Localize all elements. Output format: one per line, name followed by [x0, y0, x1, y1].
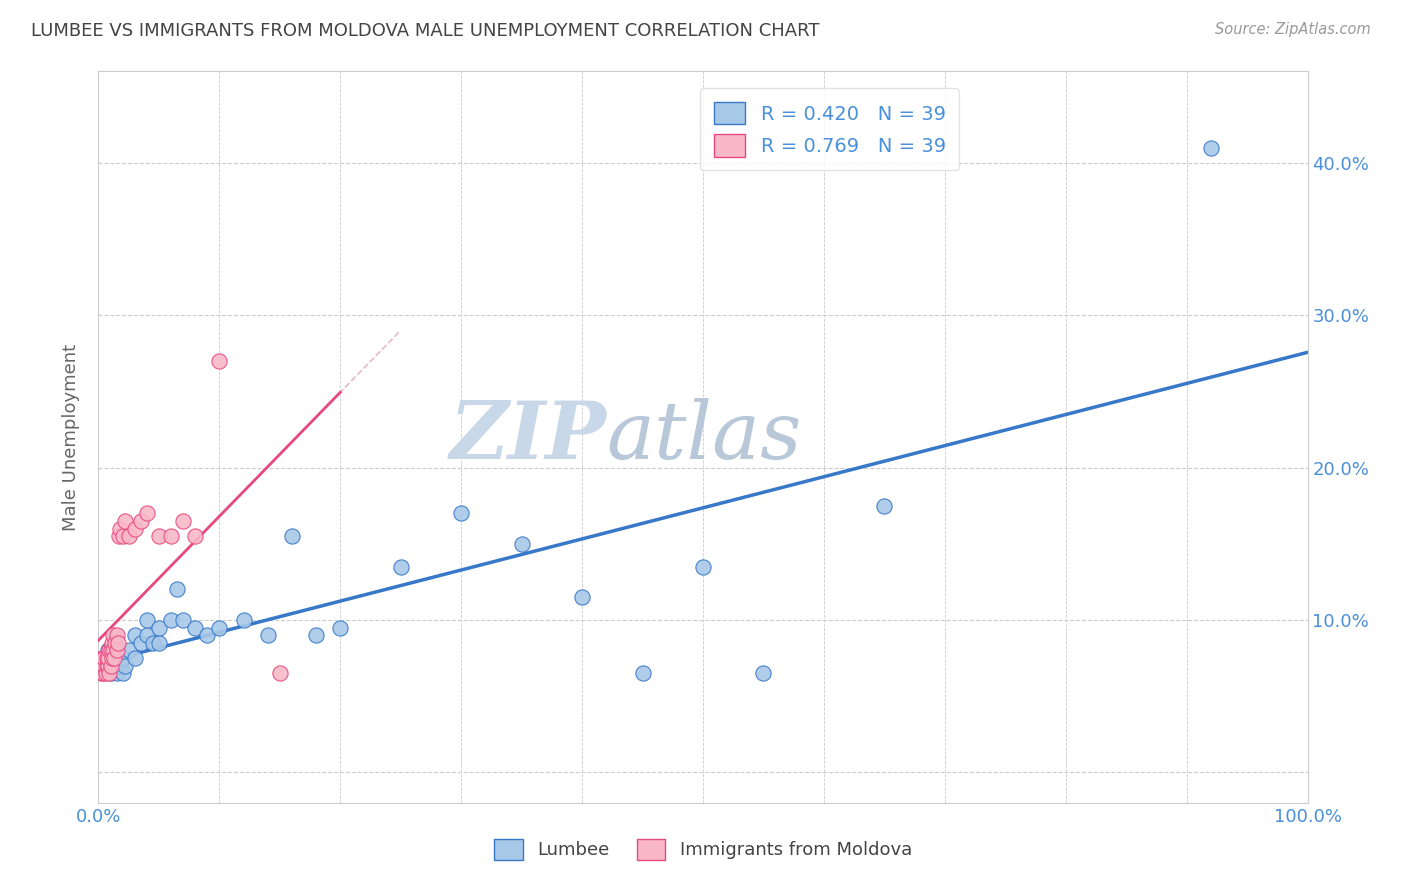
Text: LUMBEE VS IMMIGRANTS FROM MOLDOVA MALE UNEMPLOYMENT CORRELATION CHART: LUMBEE VS IMMIGRANTS FROM MOLDOVA MALE U…: [31, 22, 820, 40]
Point: [93, 651, 115, 665]
Point: [184, 529, 207, 543]
Point: [142, 636, 165, 650]
Point: [103, 651, 125, 665]
Point: [256, 628, 278, 642]
Point: [101, 628, 124, 642]
Point: [96, 651, 118, 665]
Point: [91, 666, 114, 681]
Point: [124, 521, 146, 535]
Point: [118, 529, 141, 543]
Point: [105, 666, 128, 681]
Point: [172, 514, 194, 528]
Point: [111, 666, 134, 681]
Point: [97, 651, 120, 665]
Point: [104, 636, 127, 650]
Point: [100, 651, 122, 665]
Point: [96, 658, 118, 673]
Point: [114, 658, 136, 673]
Point: [108, 658, 131, 673]
Point: [98, 666, 121, 681]
Point: [389, 559, 412, 574]
Point: [93, 658, 115, 673]
Legend: Lumbee, Immigrants from Moldova: Lumbee, Immigrants from Moldova: [486, 831, 920, 867]
Point: [208, 621, 231, 635]
Point: [124, 628, 146, 642]
Point: [101, 651, 124, 665]
Point: [148, 621, 170, 635]
Point: [108, 529, 131, 543]
Point: [107, 636, 129, 650]
Point: [329, 621, 352, 635]
Point: [100, 666, 122, 681]
Point: [510, 537, 533, 551]
Point: [94, 666, 117, 681]
Point: [111, 651, 134, 665]
Point: [118, 643, 141, 657]
Point: [90, 666, 112, 681]
Point: [232, 613, 254, 627]
Point: [148, 529, 170, 543]
Point: [752, 666, 775, 681]
Point: [91, 651, 114, 665]
Y-axis label: Male Unemployment: Male Unemployment: [62, 343, 80, 531]
Point: [160, 529, 183, 543]
Point: [195, 628, 218, 642]
Point: [100, 643, 122, 657]
Point: [172, 613, 194, 627]
Point: [93, 658, 115, 673]
Text: ZIP: ZIP: [450, 399, 606, 475]
Point: [114, 514, 136, 528]
Point: [208, 354, 231, 368]
Point: [100, 636, 122, 650]
Point: [269, 666, 291, 681]
Point: [97, 658, 120, 673]
Point: [97, 643, 120, 657]
Text: atlas: atlas: [606, 399, 801, 475]
Point: [111, 529, 134, 543]
Point: [135, 506, 157, 520]
Point: [631, 666, 654, 681]
Point: [101, 643, 124, 657]
Point: [450, 506, 472, 520]
Point: [305, 628, 328, 642]
Point: [105, 658, 128, 673]
Point: [873, 499, 896, 513]
Point: [571, 590, 593, 604]
Point: [124, 651, 146, 665]
Point: [135, 628, 157, 642]
Point: [160, 613, 183, 627]
Point: [108, 521, 131, 535]
Point: [129, 514, 152, 528]
Point: [166, 582, 188, 597]
Point: [184, 621, 207, 635]
Point: [281, 529, 304, 543]
Point: [105, 628, 128, 642]
Point: [100, 658, 122, 673]
Point: [692, 559, 714, 574]
Point: [91, 651, 114, 665]
Point: [135, 613, 157, 627]
Point: [148, 636, 170, 650]
Point: [105, 643, 128, 657]
Point: [91, 658, 114, 673]
Point: [129, 636, 152, 650]
Point: [1199, 140, 1222, 154]
Text: Source: ZipAtlas.com: Source: ZipAtlas.com: [1215, 22, 1371, 37]
Point: [98, 643, 121, 657]
